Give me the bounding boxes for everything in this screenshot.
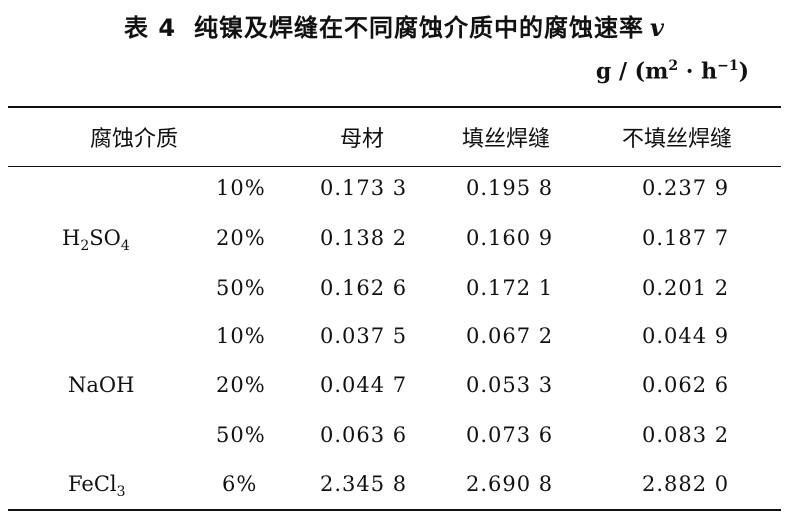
header-filler-weld: 填丝焊缝 bbox=[462, 127, 551, 152]
row-5-concentration: 20% bbox=[216, 373, 266, 397]
row-5-no-filler-weld: 0.062 6 bbox=[642, 373, 730, 397]
row-7-concentration: 6% bbox=[222, 472, 258, 496]
row-7-no-filler-weld: 2.882 0 bbox=[642, 472, 730, 496]
row-2-base-metal: 0.138 2 bbox=[320, 226, 408, 250]
header-base-metal: 母材 bbox=[340, 127, 385, 152]
row-3-no-filler-weld: 0.201 2 bbox=[642, 276, 730, 300]
table-number: 表 4 bbox=[123, 14, 177, 42]
row-3-concentration: 50% bbox=[216, 276, 266, 300]
rate-variable: v bbox=[650, 13, 665, 42]
row-2-filler-weld: 0.160 9 bbox=[466, 226, 554, 250]
header-medium: 腐蚀介质 bbox=[90, 127, 179, 152]
row-5-base-metal: 0.044 7 bbox=[320, 373, 408, 397]
table-caption: 表 4 纯镍及焊缝在不同腐蚀介质中的腐蚀速率 v bbox=[0, 8, 789, 43]
bottom-rule bbox=[8, 509, 781, 511]
row-1-filler-weld: 0.195 8 bbox=[466, 176, 554, 200]
medium-naoh: NaOH bbox=[68, 373, 135, 397]
unit-suffix: ) bbox=[738, 58, 749, 85]
top-rule bbox=[8, 106, 781, 108]
unit-label: g / (m2 · h−1) bbox=[596, 58, 749, 84]
row-4-concentration: 10% bbox=[216, 324, 266, 348]
row-1-concentration: 10% bbox=[216, 176, 266, 200]
row-6-concentration: 50% bbox=[216, 423, 266, 447]
medium-fecl3: FeCl3 bbox=[68, 472, 126, 501]
medium-h2so4: H2SO4 bbox=[62, 226, 130, 255]
row-2-concentration: 20% bbox=[216, 226, 266, 250]
unit-m-exponent: 2 bbox=[668, 58, 679, 74]
row-4-no-filler-weld: 0.044 9 bbox=[642, 324, 730, 348]
row-4-base-metal: 0.037 5 bbox=[320, 324, 408, 348]
row-2-no-filler-weld: 0.187 7 bbox=[642, 226, 730, 250]
row-6-no-filler-weld: 0.083 2 bbox=[642, 423, 730, 447]
row-3-filler-weld: 0.172 1 bbox=[466, 276, 554, 300]
row-5-filler-weld: 0.053 3 bbox=[466, 373, 554, 397]
row-1-base-metal: 0.173 3 bbox=[320, 176, 408, 200]
unit-h-exponent: −1 bbox=[717, 58, 739, 74]
header-rule bbox=[8, 166, 781, 167]
row-7-filler-weld: 2.690 8 bbox=[466, 472, 554, 496]
row-6-base-metal: 0.063 6 bbox=[320, 423, 408, 447]
table-title: 纯镍及焊缝在不同腐蚀介质中的腐蚀速率 bbox=[194, 14, 645, 42]
unit-mid: · h bbox=[678, 58, 718, 85]
row-7-base-metal: 2.345 8 bbox=[320, 472, 408, 496]
unit-prefix: g / (m bbox=[595, 58, 669, 85]
row-4-filler-weld: 0.067 2 bbox=[466, 324, 554, 348]
row-1-no-filler-weld: 0.237 9 bbox=[642, 176, 730, 200]
row-3-base-metal: 0.162 6 bbox=[320, 276, 408, 300]
row-6-filler-weld: 0.073 6 bbox=[466, 423, 554, 447]
header-no-filler-weld: 不填丝焊缝 bbox=[622, 127, 733, 152]
